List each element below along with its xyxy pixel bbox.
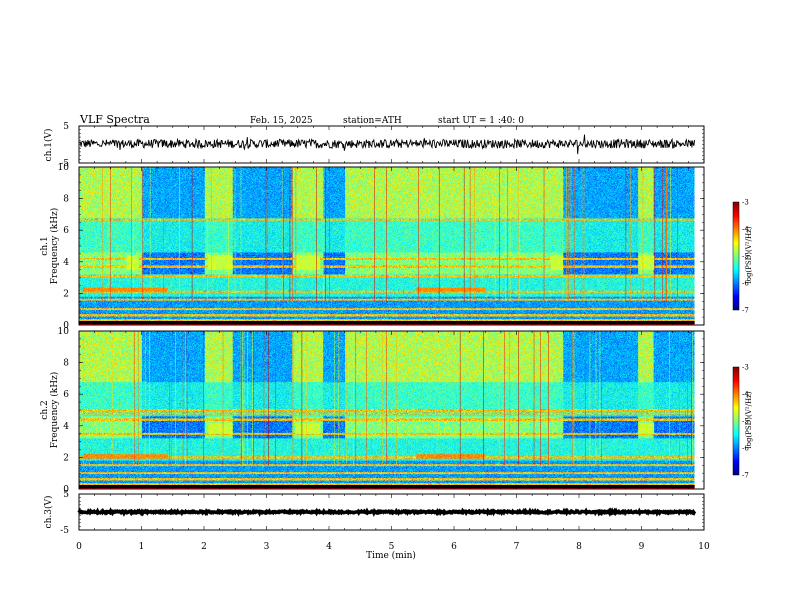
ch2-frequency-ylabel: Frequency (kHz) — [49, 372, 60, 449]
ch3-voltage-ytick-label: -5 — [60, 526, 69, 536]
x-tick-label: 4 — [326, 542, 332, 552]
ch2-colorbar-frame — [732, 366, 740, 476]
ch1-spectrogram-heatmap-image — [79, 167, 704, 325]
ch2-colorbar-tick-label: -6 — [742, 445, 749, 453]
station-label: station=ATH — [343, 116, 402, 126]
ch2-colorbar-tick-label: -3 — [742, 364, 749, 372]
ch1-spectrogram-ytick-label: 8 — [63, 195, 69, 205]
x-tick-label: 2 — [201, 542, 207, 552]
ch2-spectrogram-ytick-label: 6 — [63, 390, 69, 400]
x-tick-label: 7 — [514, 542, 520, 552]
ch2-spectrogram-zero-band — [79, 485, 695, 488]
ch1-spectrogram-ytick-label: 0 — [63, 321, 69, 331]
ch1-colorbar-gradient — [733, 202, 739, 310]
ch3-voltage-series-line — [77, 507, 697, 518]
x-tick-label: 8 — [576, 542, 582, 552]
x-tick-label: 9 — [639, 542, 645, 552]
ch1-colorbar-tick-label: -7 — [742, 307, 749, 315]
colorbar1-label: log(PSD)(V²/Hz) — [745, 226, 753, 283]
start-ut-label: start UT = 1 :40: 0 — [438, 116, 524, 126]
ch1-spectrogram-ytick-label: 2 — [63, 289, 69, 299]
ch2-spectrogram-ytick-label: 0 — [63, 485, 69, 495]
ch3-voltage-ylabel: ch.3(V) — [43, 496, 54, 529]
x-tick-label: 1 — [139, 542, 145, 552]
ch1-spectrogram-zero-band — [79, 321, 695, 324]
ch1-spectrogram-ytick-label: 4 — [63, 258, 69, 268]
ch1-colorbar-tick-label: -5 — [742, 253, 749, 261]
dynamic-layer: 5-5024681002468105-5-3-4-5-6-7-3-4-5-6-7… — [58, 122, 750, 552]
date-label: Feb. 15, 2025 — [250, 116, 313, 126]
ch2-spectrogram-heatmap-image — [79, 331, 704, 489]
ch1-frequency-ylabel: Frequency (kHz) — [49, 208, 60, 285]
ch2-colorbar-tick-label: -5 — [742, 418, 749, 426]
ch1-channel-ylabel: ch.1 — [40, 236, 50, 255]
figure-title: VLF Spectra — [79, 113, 150, 126]
x-tick-label: 5 — [389, 542, 395, 552]
ch2-colorbar-tick-label: -7 — [742, 472, 749, 480]
colorbar2-label: log(PSD)(V²/Hz) — [745, 391, 753, 448]
ch1-colorbar-tick-label: -3 — [742, 199, 749, 207]
ch2-channel-ylabel: ch.2 — [40, 400, 50, 419]
ch3-voltage-ytick-label: 5 — [63, 490, 69, 500]
ch2-colorbar-tick-label: -4 — [742, 391, 749, 399]
ch1-voltage-ytick-label: 5 — [63, 122, 69, 132]
ch2-spectrogram-ytick-label: 10 — [58, 327, 70, 337]
x-tick-label: 10 — [698, 542, 710, 552]
ch1-spectrogram-ytick-label: 6 — [63, 226, 69, 236]
ch1-voltage-ytick-label: -5 — [60, 159, 69, 169]
ch1-colorbar-tick-label: -4 — [742, 226, 749, 234]
ch1-colorbar-tick-label: -6 — [742, 280, 749, 288]
x-axis-label: Time (min) — [366, 550, 416, 561]
ch1-voltage-ylabel: ch.1(V) — [43, 129, 54, 162]
ch2-spectrogram-ytick-label: 8 — [63, 359, 69, 369]
x-tick-label: 3 — [264, 542, 270, 552]
ch1-colorbar-frame — [732, 201, 740, 311]
x-tick-label: 0 — [76, 542, 82, 552]
ch2-colorbar-gradient — [733, 367, 739, 475]
ch1-spectrogram-ytick-label: 10 — [58, 163, 70, 173]
ch1-voltage-series-line — [78, 134, 696, 155]
ch2-spectrogram-ytick-label: 4 — [63, 422, 69, 432]
ch2-spectrogram-ytick-label: 2 — [63, 453, 69, 463]
x-tick-label: 6 — [451, 542, 457, 552]
